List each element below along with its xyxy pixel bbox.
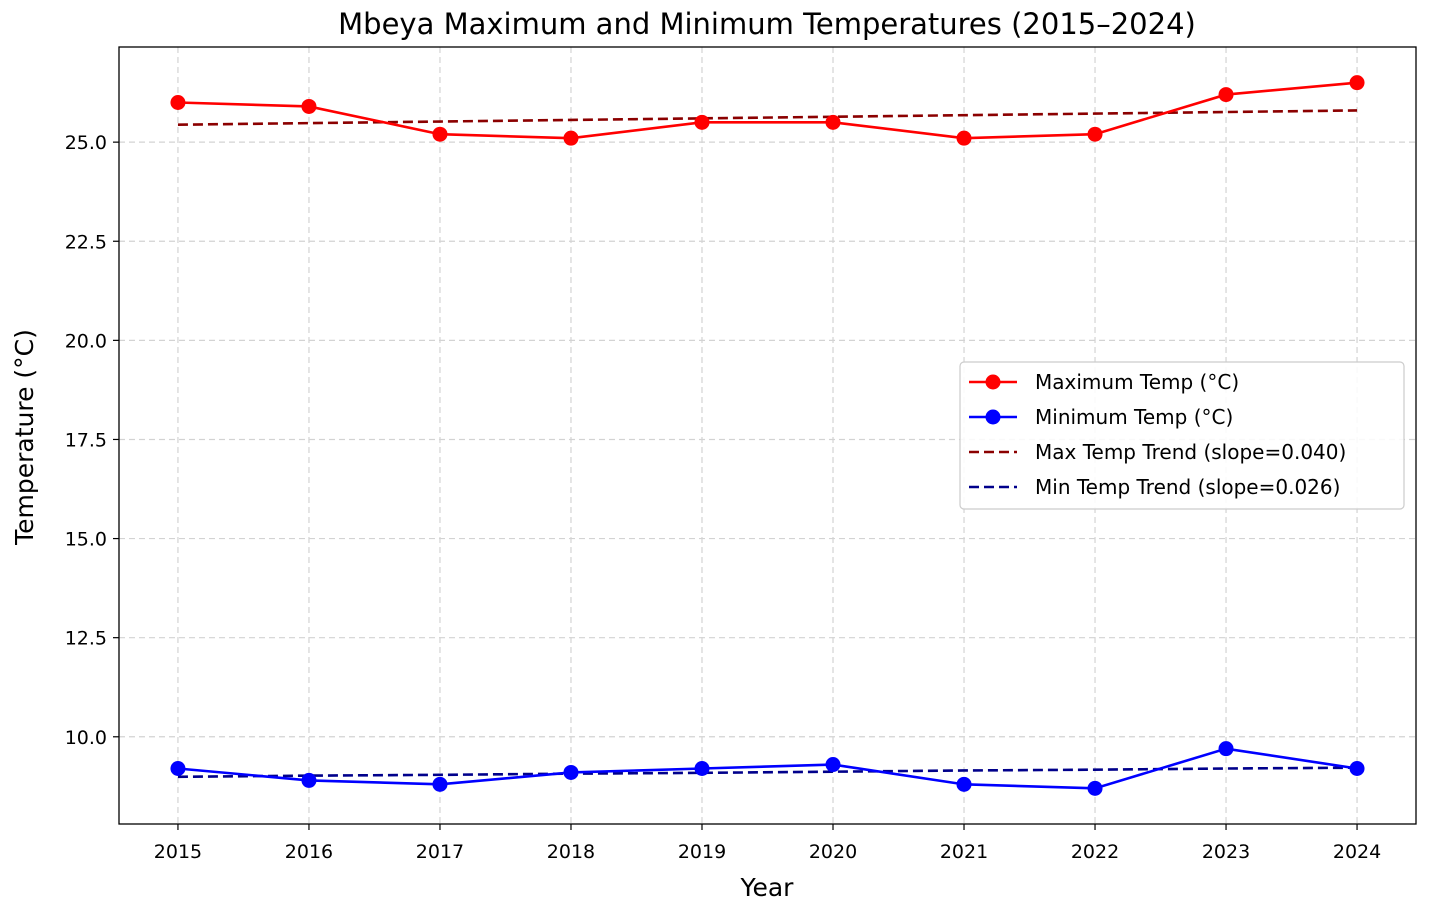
- y-tick-label: 25.0: [65, 132, 107, 154]
- series-line-2: [177, 109, 1358, 126]
- y-tick-label: 20.0: [65, 330, 107, 352]
- plot-frame: [118, 46, 1417, 825]
- x-tick-label: 2024: [1333, 841, 1381, 863]
- x-tick-label: 2021: [940, 841, 988, 863]
- x-tick-label: 2017: [416, 841, 464, 863]
- data-point: [301, 772, 317, 788]
- data-point: [1087, 126, 1103, 142]
- series-line-3: [177, 766, 1358, 779]
- y-tick-label: 15.0: [65, 529, 107, 551]
- legend-marker: [985, 374, 1001, 390]
- x-axis-label: Year: [740, 873, 795, 902]
- data-point: [563, 764, 579, 780]
- legend: Maximum Temp (°C) Minimum Temp (°C) Max Te…: [959, 361, 1405, 510]
- series-layer: [170, 75, 1365, 796]
- chart-title: Mbeya Maximum and Minimum Temperatures (…: [338, 7, 1196, 41]
- data-point: [1218, 87, 1234, 103]
- data-point: [1218, 741, 1234, 757]
- data-point: [301, 98, 317, 114]
- data-point: [170, 761, 186, 776]
- x-tick-label: 2023: [1202, 841, 1250, 863]
- series-line-1: [177, 747, 1358, 790]
- x-tick-label: 2019: [678, 841, 726, 863]
- data-point: [563, 130, 579, 146]
- data-point: [825, 757, 841, 773]
- x-tick-label: 2020: [809, 841, 857, 863]
- legend-box: [959, 361, 1405, 510]
- y-tick-label: 17.5: [65, 429, 107, 451]
- legend-label: Max Temp Trend (slope=0.040): [1035, 440, 1346, 464]
- legend-label: Maximum Temp (°C): [1035, 370, 1239, 394]
- data-point: [956, 776, 972, 792]
- data-point: [1349, 75, 1365, 91]
- y-tick-label: 22.5: [65, 231, 107, 253]
- data-point: [432, 126, 448, 142]
- y-axis-label: Temperature (°C): [10, 329, 39, 546]
- x-tick-label: 2022: [1071, 841, 1119, 863]
- legend-label: Minimum Temp (°C): [1035, 405, 1233, 429]
- data-point: [432, 776, 448, 792]
- data-point: [170, 95, 186, 110]
- data-point: [694, 114, 710, 130]
- x-tick-label: 2016: [285, 841, 333, 863]
- data-point: [825, 114, 841, 130]
- y-tick-label: 12.5: [65, 628, 107, 650]
- legend-label: Min Temp Trend (slope=0.026): [1035, 475, 1340, 499]
- series-line-0: [177, 81, 1358, 140]
- data-point: [956, 130, 972, 146]
- data-point: [1349, 761, 1365, 776]
- x-tick-label: 2015: [154, 841, 202, 863]
- y-axis-ticks: 10.0 12.5 15.0 17.5 20.0 22.5 25.0: [65, 132, 119, 749]
- x-axis-ticks: 2015 2016 2017 2018 2019 2020 2021 2022 2023 2024: [154, 824, 1381, 863]
- y-tick-label: 10.0: [65, 727, 107, 749]
- data-point: [1087, 780, 1103, 796]
- data-point: [694, 761, 710, 776]
- legend-marker: [985, 409, 1001, 425]
- x-tick-label: 2018: [547, 841, 595, 863]
